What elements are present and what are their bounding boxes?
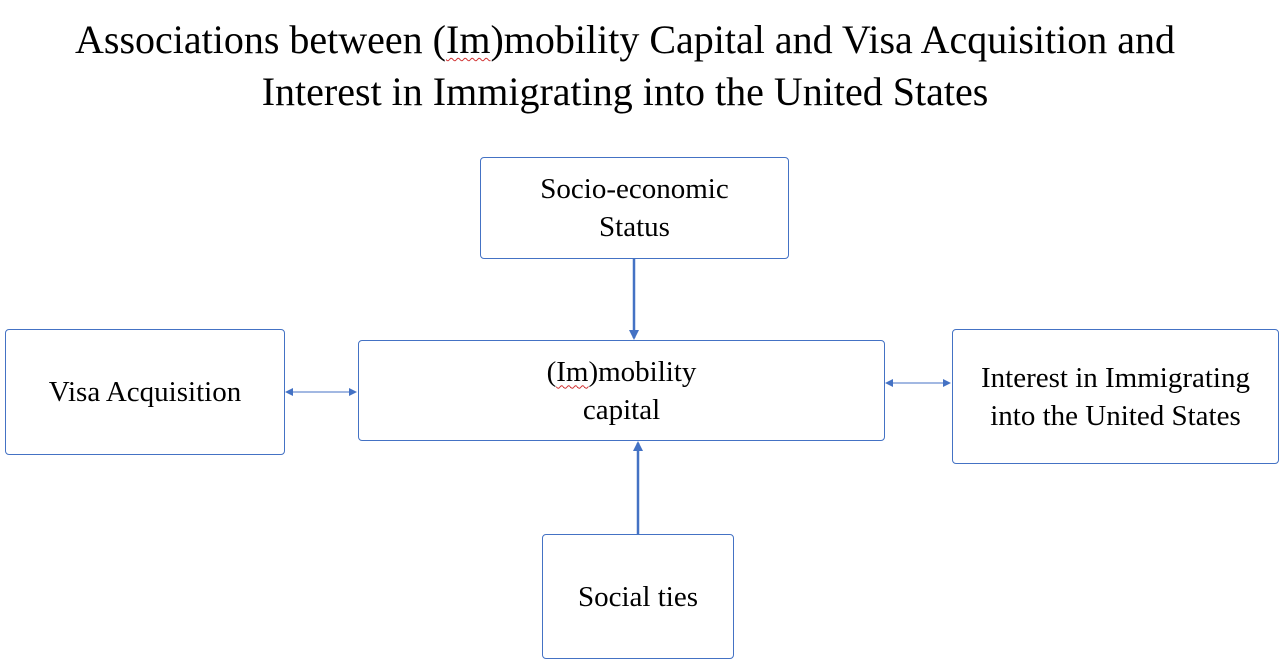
node-visa-acquisition-label: Visa Acquisition xyxy=(49,373,241,411)
node-social-ties: Social ties xyxy=(542,534,734,659)
node-capital-line-1: (Im)mobility xyxy=(547,353,697,391)
node-immobility-capital-label: (Im)mobility capital xyxy=(547,353,697,429)
node-interest-label: Interest in Immigrating into the United … xyxy=(981,359,1250,435)
title-line-1: Associations between (Im)mobility Capita… xyxy=(0,14,1250,66)
node-capital-line-1-pre: ( xyxy=(546,355,557,388)
node-interest-in-immigrating: Interest in Immigrating into the United … xyxy=(952,329,1279,464)
node-capital-line-1-post: )mobility xyxy=(588,355,697,388)
node-social-ties-label: Social ties xyxy=(578,578,698,616)
node-socio-economic-status: Socio-economic Status xyxy=(480,157,789,259)
node-capital-line-2: capital xyxy=(582,393,661,426)
node-capital-spellcheck-word: Im xyxy=(556,355,589,388)
node-social-line-1: Social ties xyxy=(577,580,698,613)
title-spellcheck-word: Im xyxy=(446,17,491,62)
node-ses-line-2: Status xyxy=(599,211,670,243)
node-visa-line-1: Visa Acquisition xyxy=(48,376,242,408)
node-interest-line-2: into the United States xyxy=(990,399,1241,432)
node-ses-line-1: Socio-economic xyxy=(540,173,729,205)
diagram-title: Associations between (Im)mobility Capita… xyxy=(0,14,1250,118)
node-socio-economic-status-label: Socio-economic Status xyxy=(540,170,728,246)
node-visa-acquisition: Visa Acquisition xyxy=(5,329,285,455)
title-line-1-post: )mobility Capital and Visa Acquisition a… xyxy=(490,17,1176,62)
title-line-2: Interest in Immigrating into the United … xyxy=(261,69,989,114)
title-line-1-pre: Associations between ( xyxy=(74,17,446,62)
node-immobility-capital: (Im)mobility capital xyxy=(358,340,885,441)
node-interest-line-1: Interest in Immigrating xyxy=(981,361,1250,394)
